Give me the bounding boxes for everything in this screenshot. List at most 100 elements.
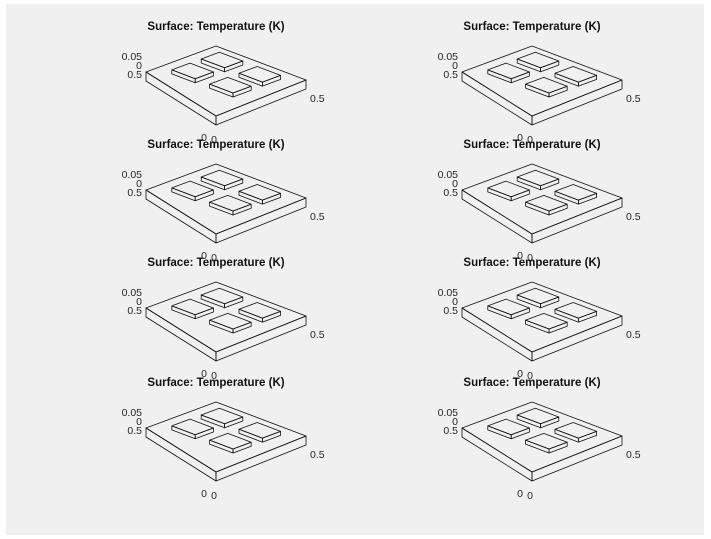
plate-top-surface <box>145 163 307 235</box>
plate-side-front <box>145 427 217 482</box>
y-tick-label: 0.5 <box>127 187 142 199</box>
subplot-title: Surface: Temperature (K) <box>463 377 600 389</box>
plate-side-right <box>531 315 623 362</box>
block-back <box>200 287 244 309</box>
plate-top-surface <box>461 401 623 473</box>
plate-side-front <box>461 307 533 362</box>
block-back <box>200 51 244 73</box>
block-front <box>525 194 568 216</box>
subplot-title: Surface: Temperature (K) <box>147 257 284 269</box>
plate-top-surface <box>461 45 623 117</box>
plate-side-right <box>215 315 307 362</box>
block-right <box>554 422 597 443</box>
y-tick-label: 0 <box>201 368 207 380</box>
z-tick-label: 0 <box>452 416 458 428</box>
block-right <box>238 302 282 323</box>
y-tick-label: 0.5 <box>443 187 458 199</box>
x-tick-label: 0.5 <box>310 211 325 223</box>
x-tick-label: 0 <box>211 490 217 502</box>
block-front <box>209 77 252 98</box>
z-tick-label: 0.05 <box>122 51 143 63</box>
block-front <box>525 432 568 454</box>
block-back <box>516 287 560 309</box>
y-tick-label: 0 <box>517 132 523 144</box>
x-tick-label: 0.5 <box>310 329 325 341</box>
subplot-title: Surface: Temperature (K) <box>463 139 600 151</box>
x-tick-label: 0 <box>527 490 533 502</box>
plate-side-right <box>215 435 307 482</box>
y-tick-label: 0.5 <box>443 69 458 81</box>
y-tick-label: 0 <box>517 368 523 380</box>
y-tick-label: 0.5 <box>443 425 458 437</box>
block-front <box>525 312 568 334</box>
z-tick-label: 0 <box>136 178 142 190</box>
block-front <box>209 194 252 216</box>
figure-window: Surface: Temperature (K) 0.05 0 0.5 0.5 0 0 Sur… <box>6 4 704 535</box>
plate-top-surface <box>145 45 307 117</box>
plate-top-surface <box>461 281 623 353</box>
x-tick-label: 0.5 <box>626 329 641 341</box>
z-tick-label: 0 <box>136 60 142 72</box>
block-left <box>171 418 214 440</box>
block-left <box>487 180 530 202</box>
block-left <box>487 418 530 440</box>
plate-side-front <box>145 307 217 362</box>
y-tick-label: 0.5 <box>443 305 458 317</box>
z-tick-label: 0 <box>136 296 142 308</box>
y-tick-label: 0.5 <box>127 305 142 317</box>
x-tick-label: 0.5 <box>626 449 641 461</box>
y-tick-label: 0 <box>201 488 207 500</box>
z-tick-label: 0 <box>136 416 142 428</box>
plate-side-front <box>461 427 533 482</box>
x-tick-label: 0 <box>211 370 217 382</box>
block-right <box>554 66 597 87</box>
block-back <box>200 169 244 191</box>
plate-top-surface <box>461 163 623 235</box>
y-tick-label: 0.5 <box>127 69 142 81</box>
subplot-title: Surface: Temperature (K) <box>463 257 600 269</box>
block-right <box>238 184 282 205</box>
plate-side-right <box>531 79 623 126</box>
plate-top-surface <box>145 401 307 473</box>
y-tick-label: 0 <box>201 250 207 262</box>
z-tick-label: 0.05 <box>122 407 143 419</box>
plate-side-front <box>145 189 217 244</box>
subplot-title: Surface: Temperature (K) <box>147 139 284 151</box>
subplot-title: Surface: Temperature (K) <box>147 377 284 389</box>
plate-side-right <box>531 197 623 244</box>
block-front <box>525 77 568 98</box>
z-tick-label: 0.05 <box>438 287 459 299</box>
plate-side-right <box>215 79 307 126</box>
x-tick-label: 0.5 <box>626 211 641 223</box>
plate-side-front <box>461 71 533 126</box>
y-tick-label: 0 <box>517 488 523 500</box>
block-right <box>238 422 282 443</box>
block-left <box>487 62 530 84</box>
subplot-title: Surface: Temperature (K) <box>147 21 284 33</box>
x-tick-label: 0.5 <box>310 449 325 461</box>
z-tick-label: 0.05 <box>122 287 143 299</box>
block-front <box>209 312 252 334</box>
block-back <box>516 169 560 191</box>
block-back <box>200 407 244 429</box>
block-left <box>171 62 214 84</box>
block-right <box>238 66 282 87</box>
block-left <box>171 180 214 202</box>
plate-side-right <box>215 197 307 244</box>
x-tick-label: 0 <box>527 370 533 382</box>
x-tick-label: 0.5 <box>310 93 325 105</box>
z-tick-label: 0.05 <box>122 169 143 181</box>
block-front <box>209 432 252 454</box>
block-back <box>516 407 560 429</box>
x-tick-label: 0 <box>211 134 217 146</box>
x-tick-label: 0 <box>527 252 533 264</box>
